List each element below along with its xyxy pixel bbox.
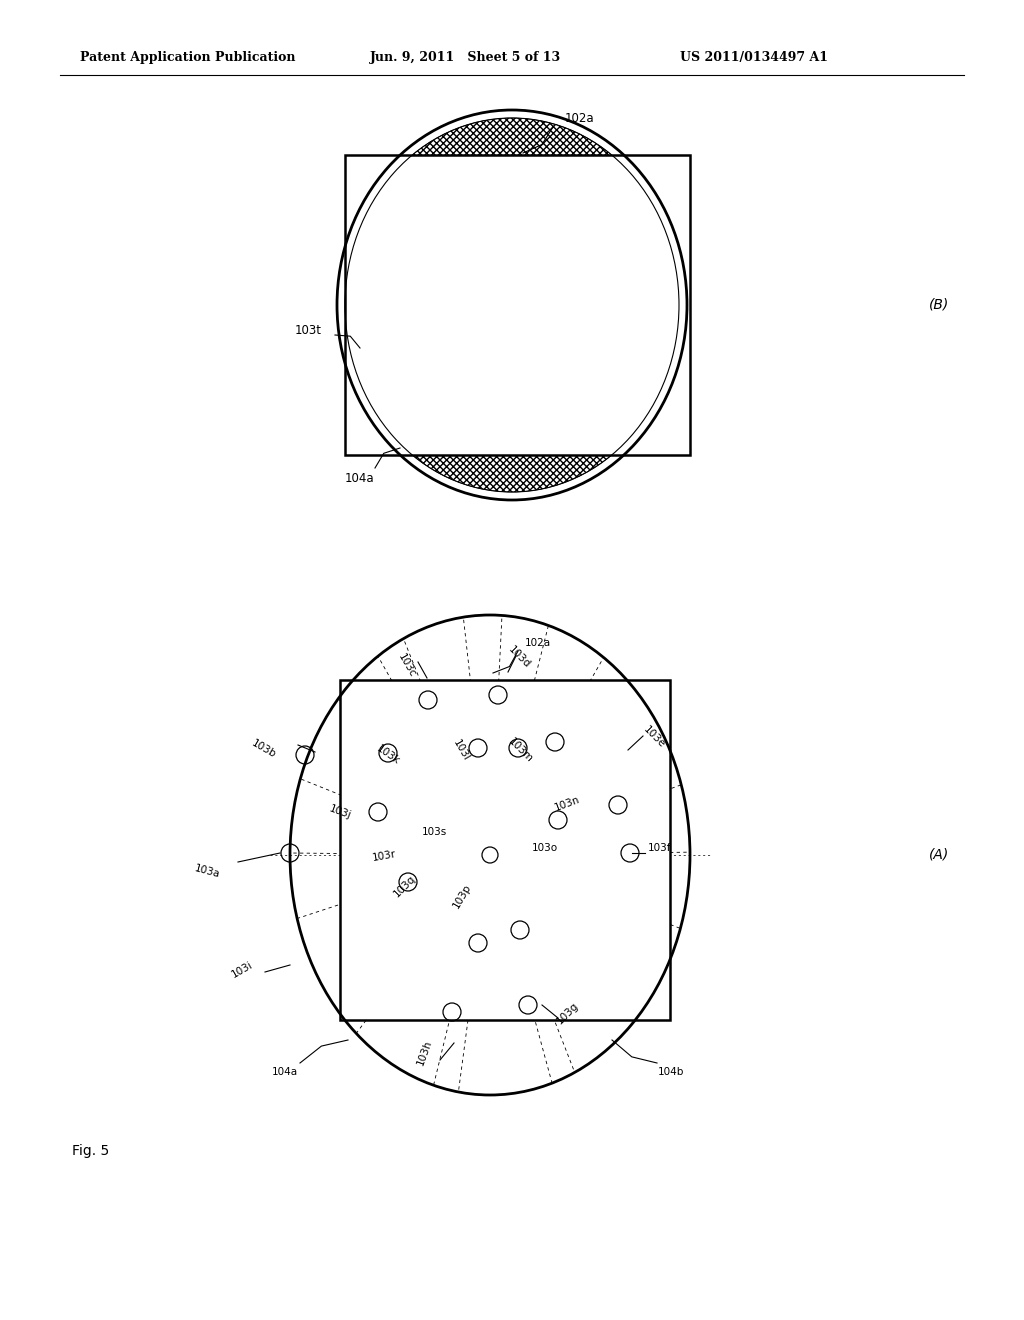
Bar [345,154,690,455]
Text: 103c: 103c [395,652,417,680]
Text: 103r: 103r [371,849,396,863]
Text: 102a: 102a [565,111,595,124]
Text: (B): (B) [929,298,949,312]
Text: 103d: 103d [507,644,532,671]
Bar [340,680,670,1020]
Text: 103i: 103i [229,960,254,979]
Text: Patent Application Publication: Patent Application Publication [80,51,296,65]
Text: 103t: 103t [295,323,322,337]
Text: 103g: 103g [554,999,581,1026]
Text: 103l: 103l [451,738,471,762]
Text: 102a: 102a [525,638,551,648]
Text: 104b: 104b [658,1067,684,1077]
Text: 103n: 103n [553,795,582,813]
Text: 103h: 103h [416,1039,434,1067]
Ellipse shape [345,117,679,492]
Text: 103m: 103m [507,737,535,764]
Text: Fig. 5: Fig. 5 [72,1144,110,1158]
Text: 103o: 103o [532,843,558,853]
Text: 103f: 103f [648,843,672,853]
Text: Jun. 9, 2011   Sheet 5 of 13: Jun. 9, 2011 Sheet 5 of 13 [370,51,561,65]
Text: 103a: 103a [194,863,221,879]
Text: 104a: 104a [345,471,375,484]
Text: 104a: 104a [272,1067,298,1077]
Text: 103e: 103e [641,725,667,750]
Text: 103b: 103b [250,738,278,759]
Text: (A): (A) [929,847,949,862]
Text: 103q: 103q [391,873,417,899]
Text: US 2011/0134497 A1: US 2011/0134497 A1 [680,51,828,65]
Text: 103k: 103k [375,744,402,767]
Text: 103s: 103s [422,828,447,837]
Text: 103j: 103j [329,804,353,821]
Text: 103p: 103p [451,883,472,911]
